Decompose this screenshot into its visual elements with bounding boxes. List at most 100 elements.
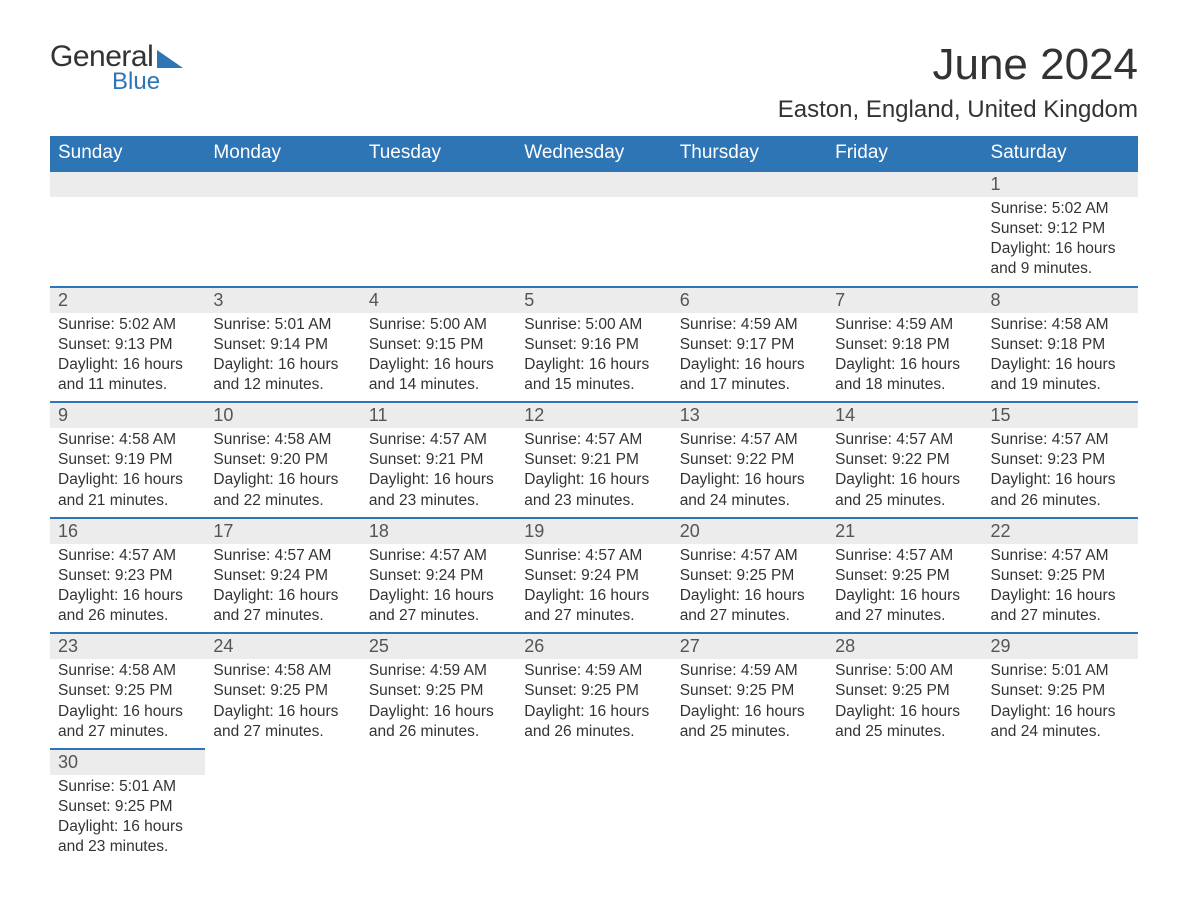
day-detail-text: Sunrise: 4:57 AMSunset: 9:24 PMDaylight:… — [213, 546, 352, 627]
daylight-line-2: and 27 minutes. — [58, 722, 197, 742]
daylight-line-2: and 26 minutes. — [991, 491, 1130, 511]
daylight-line-1: Daylight: 16 hours — [213, 355, 352, 375]
day-cell-detail: Sunrise: 4:58 AMSunset: 9:25 PMDaylight:… — [50, 659, 205, 749]
sunrise-line: Sunrise: 4:57 AM — [524, 430, 663, 450]
day-number: 1 — [983, 172, 1138, 197]
sunset-line: Sunset: 9:18 PM — [991, 335, 1130, 355]
daylight-line-1: Daylight: 16 hours — [680, 586, 819, 606]
sunrise-line: Sunrise: 4:58 AM — [213, 430, 352, 450]
day-cell-number — [983, 749, 1138, 775]
daylight-line-1: Daylight: 16 hours — [991, 470, 1130, 490]
day-number: 10 — [205, 403, 360, 428]
daylight-line-1: Daylight: 16 hours — [991, 355, 1130, 375]
daylight-line-2: and 26 minutes. — [524, 722, 663, 742]
daylight-line-1: Daylight: 16 hours — [369, 586, 508, 606]
sunset-line: Sunset: 9:25 PM — [835, 566, 974, 586]
day-detail-text: Sunrise: 4:58 AMSunset: 9:18 PMDaylight:… — [991, 315, 1130, 396]
daylight-line-1: Daylight: 16 hours — [213, 470, 352, 490]
sunrise-line: Sunrise: 4:57 AM — [58, 546, 197, 566]
day-cell-detail: Sunrise: 4:57 AMSunset: 9:22 PMDaylight:… — [672, 428, 827, 518]
daylight-line-1: Daylight: 16 hours — [991, 586, 1130, 606]
day-cell-detail — [516, 775, 671, 864]
day-number: 27 — [672, 634, 827, 659]
day-number: 24 — [205, 634, 360, 659]
day-cell-number: 19 — [516, 518, 671, 544]
detail-row: Sunrise: 5:02 AMSunset: 9:12 PMDaylight:… — [50, 197, 1138, 287]
calendar-table: Sunday Monday Tuesday Wednesday Thursday… — [50, 136, 1138, 863]
day-cell-number: 15 — [983, 402, 1138, 428]
sunset-line: Sunset: 9:14 PM — [213, 335, 352, 355]
day-header-sunday: Sunday — [50, 136, 205, 171]
day-cell-number: 22 — [983, 518, 1138, 544]
day-number: 20 — [672, 519, 827, 544]
day-cell-number: 9 — [50, 402, 205, 428]
day-cell-detail: Sunrise: 5:01 AMSunset: 9:25 PMDaylight:… — [50, 775, 205, 864]
day-cell-number: 7 — [827, 287, 982, 313]
daynum-row: 9101112131415 — [50, 402, 1138, 428]
daylight-line-2: and 26 minutes. — [369, 722, 508, 742]
day-cell-detail: Sunrise: 4:59 AMSunset: 9:17 PMDaylight:… — [672, 313, 827, 403]
sunset-line: Sunset: 9:24 PM — [369, 566, 508, 586]
sunrise-line: Sunrise: 4:57 AM — [369, 546, 508, 566]
day-detail-text: Sunrise: 4:57 AMSunset: 9:22 PMDaylight:… — [680, 430, 819, 511]
sunrise-line: Sunrise: 4:59 AM — [680, 661, 819, 681]
sunrise-line: Sunrise: 4:59 AM — [680, 315, 819, 335]
day-cell-number: 24 — [205, 633, 360, 659]
day-number: 26 — [516, 634, 671, 659]
daylight-line-1: Daylight: 16 hours — [991, 239, 1130, 259]
day-detail-text: Sunrise: 5:01 AMSunset: 9:14 PMDaylight:… — [213, 315, 352, 396]
daylight-line-2: and 24 minutes. — [680, 491, 819, 511]
day-cell-number: 4 — [361, 287, 516, 313]
day-number: 2 — [50, 288, 205, 313]
day-cell-number: 28 — [827, 633, 982, 659]
day-cell-number: 13 — [672, 402, 827, 428]
day-cell-detail — [50, 197, 205, 287]
daylight-line-1: Daylight: 16 hours — [680, 702, 819, 722]
daylight-line-1: Daylight: 16 hours — [835, 355, 974, 375]
day-number: 5 — [516, 288, 671, 313]
day-header-friday: Friday — [827, 136, 982, 171]
day-cell-detail: Sunrise: 5:01 AMSunset: 9:25 PMDaylight:… — [983, 659, 1138, 749]
day-detail-text: Sunrise: 5:02 AMSunset: 9:12 PMDaylight:… — [991, 199, 1130, 280]
day-cell-detail: Sunrise: 4:58 AMSunset: 9:18 PMDaylight:… — [983, 313, 1138, 403]
day-detail-text: Sunrise: 4:57 AMSunset: 9:21 PMDaylight:… — [369, 430, 508, 511]
daylight-line-2: and 23 minutes. — [369, 491, 508, 511]
day-header-monday: Monday — [205, 136, 360, 171]
day-cell-number: 17 — [205, 518, 360, 544]
day-cell-detail — [516, 197, 671, 287]
day-header-row: Sunday Monday Tuesday Wednesday Thursday… — [50, 136, 1138, 171]
daylight-line-1: Daylight: 16 hours — [835, 470, 974, 490]
day-detail-text: Sunrise: 4:57 AMSunset: 9:24 PMDaylight:… — [369, 546, 508, 627]
day-cell-number — [516, 749, 671, 775]
daylight-line-1: Daylight: 16 hours — [835, 586, 974, 606]
day-cell-number: 20 — [672, 518, 827, 544]
daylight-line-1: Daylight: 16 hours — [680, 470, 819, 490]
day-number: 16 — [50, 519, 205, 544]
day-number: 15 — [983, 403, 1138, 428]
day-cell-detail: Sunrise: 5:02 AMSunset: 9:13 PMDaylight:… — [50, 313, 205, 403]
day-cell-detail: Sunrise: 5:00 AMSunset: 9:15 PMDaylight:… — [361, 313, 516, 403]
day-cell-number — [205, 749, 360, 775]
day-cell-detail: Sunrise: 4:59 AMSunset: 9:25 PMDaylight:… — [516, 659, 671, 749]
daylight-line-2: and 23 minutes. — [524, 491, 663, 511]
day-cell-detail — [361, 197, 516, 287]
sunrise-line: Sunrise: 4:58 AM — [58, 661, 197, 681]
daylight-line-1: Daylight: 16 hours — [58, 817, 197, 837]
day-number: 13 — [672, 403, 827, 428]
detail-row: Sunrise: 5:02 AMSunset: 9:13 PMDaylight:… — [50, 313, 1138, 403]
day-cell-detail — [827, 775, 982, 864]
header: General Blue June 2024 Easton, England, … — [50, 40, 1138, 124]
day-cell-detail: Sunrise: 4:58 AMSunset: 9:25 PMDaylight:… — [205, 659, 360, 749]
day-cell-number: 14 — [827, 402, 982, 428]
logo-text-blue: Blue — [112, 68, 160, 96]
daylight-line-2: and 27 minutes. — [213, 722, 352, 742]
sunset-line: Sunset: 9:20 PM — [213, 450, 352, 470]
day-cell-number: 8 — [983, 287, 1138, 313]
daylight-line-1: Daylight: 16 hours — [58, 702, 197, 722]
daylight-line-1: Daylight: 16 hours — [835, 702, 974, 722]
day-number: 21 — [827, 519, 982, 544]
day-cell-detail: Sunrise: 4:57 AMSunset: 9:25 PMDaylight:… — [672, 544, 827, 634]
daylight-line-1: Daylight: 16 hours — [991, 702, 1130, 722]
day-detail-text: Sunrise: 4:59 AMSunset: 9:25 PMDaylight:… — [524, 661, 663, 742]
daylight-line-2: and 11 minutes. — [58, 375, 197, 395]
